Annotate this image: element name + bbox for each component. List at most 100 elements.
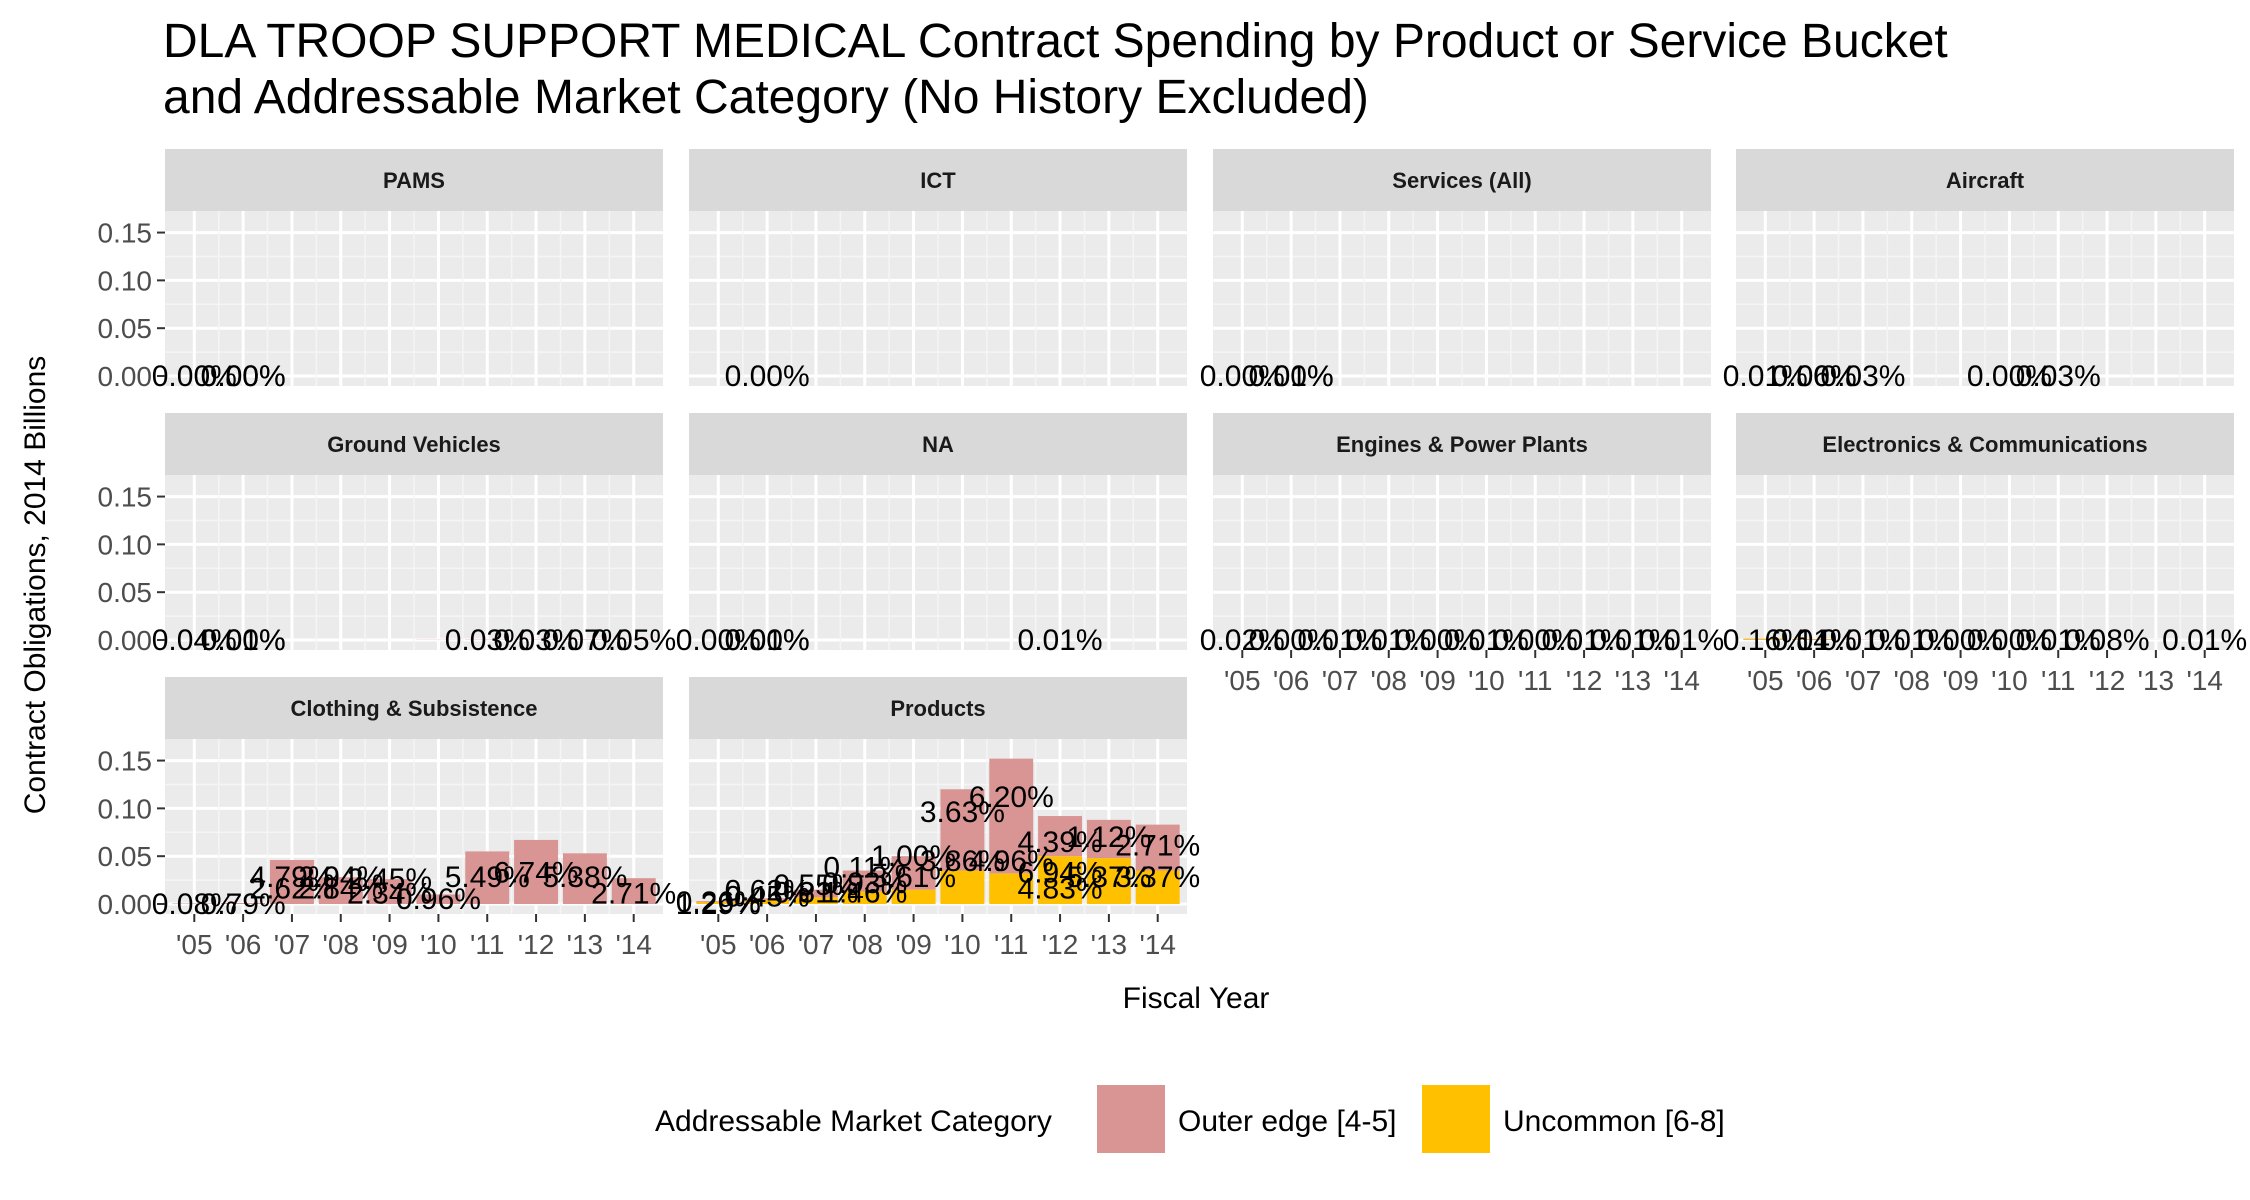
facet-title-na: NA [922, 432, 954, 457]
chart-title-line-2: and Addressable Market Category (No Hist… [163, 71, 1369, 124]
x-tick-label: '06 [749, 929, 786, 960]
y-tick-label: 0.00 [98, 625, 153, 656]
data-label: 4.83% [1018, 873, 1103, 906]
x-tick-label: '11 [470, 929, 504, 960]
data-label: 3.61% [871, 861, 956, 894]
data-label: 0.45% [725, 880, 810, 913]
data-label: 2.94% [298, 861, 383, 894]
bar-outer-edge [367, 879, 412, 904]
y-tick-label: 0.10 [98, 529, 153, 560]
bar-outer-edge [221, 903, 266, 904]
facet-strip-services-all [1213, 149, 1711, 211]
data-label: 0.00% [725, 624, 810, 657]
data-label: 5.37% [1066, 861, 1151, 894]
y-tick-label: 0.00 [98, 361, 153, 392]
facet-strip-ict [689, 149, 1187, 211]
facet-title-ict: ICT [920, 168, 956, 193]
x-tick-label: '10 [944, 929, 981, 960]
x-tick-label: '14 [1139, 929, 1176, 960]
bar-outer-edge [465, 851, 510, 904]
x-tick-label: '10 [420, 929, 457, 960]
facet-title-clothing-subsistence: Clothing & Subsistence [291, 696, 538, 721]
data-label: 6.20% [969, 781, 1054, 814]
x-tick-label: '05 [1224, 665, 1261, 696]
data-label: 0.01% [1018, 624, 1103, 657]
legend-swatch-outer-edge [1097, 1085, 1165, 1153]
bar-outer-edge [696, 901, 741, 903]
y-tick-label: 0.15 [98, 482, 153, 513]
x-tick-label: '05 [176, 929, 213, 960]
legend-title: Addressable Market Category [655, 1105, 1052, 1138]
data-label: 0.03% [445, 624, 530, 657]
facet-strip-clothing-subsistence [165, 677, 663, 739]
x-tick-label: '13 [1615, 665, 1652, 696]
x-tick-label: '13 [567, 929, 604, 960]
data-label: 0.00% [1967, 360, 2052, 393]
data-label: 4.79% [249, 861, 334, 894]
x-tick-label: '12 [518, 929, 555, 960]
chart-title-line-1: DLA TROOP SUPPORT MEDICAL Contract Spend… [163, 15, 1948, 68]
bar-outer-edge [842, 870, 887, 892]
data-label: 4.39% [1018, 826, 1103, 859]
x-tick-label: '12 [1042, 929, 1079, 960]
data-label: 0.00% [201, 624, 286, 657]
bar-uncommon [1135, 870, 1180, 904]
data-label: 0.00% [1200, 360, 1285, 393]
x-tick-label: '08 [323, 929, 360, 960]
bar-uncommon [1792, 639, 1837, 640]
bar-outer-edge [269, 860, 314, 904]
facet-strip-pams [165, 149, 663, 211]
data-label: 2.71% [1115, 830, 1200, 863]
facet-strip-engines-power-plants [1213, 413, 1711, 475]
y-axis-title: Contract Obligations, 2014 Billions [19, 356, 52, 815]
data-label: 0.03% [2016, 360, 2101, 393]
y-tick-label: 0.15 [98, 218, 153, 249]
facet-title-electronics-communications: Electronics & Communications [1822, 432, 2147, 457]
x-tick-label: '08 [1894, 665, 1931, 696]
bar-outer-edge [416, 894, 461, 904]
data-label: 0.11% [823, 852, 906, 885]
data-label: 3.86% [920, 845, 1005, 878]
data-label: 4.96% [969, 845, 1054, 878]
data-label: 0.05% [591, 624, 676, 657]
x-tick-label: '10 [1468, 665, 1505, 696]
facet-strip-products [689, 677, 1187, 739]
facet-title-services-all: Services (All) [1392, 168, 1531, 193]
bar-outer-edge [611, 878, 656, 904]
data-label: 0.01% [1249, 360, 1334, 393]
data-label: 6.74% [494, 856, 579, 889]
x-tick-label: '12 [2089, 665, 2126, 696]
data-label: 0.01% [725, 624, 810, 657]
legend-label-outer-edge: Outer edge [4-5] [1178, 1105, 1396, 1138]
bar-outer-edge [514, 839, 559, 904]
facet-strip-na [689, 413, 1187, 475]
x-tick-label: '05 [700, 929, 737, 960]
facet-title-engines-power-plants: Engines & Power Plants [1336, 432, 1588, 457]
data-label: 0.01% [1723, 360, 1808, 393]
bar-outer-edge [989, 758, 1034, 874]
data-label: 0.07% [542, 624, 627, 657]
data-label: 0.26% [676, 886, 761, 919]
bar-outer-edge [891, 856, 936, 890]
x-tick-label: '12 [1566, 665, 1603, 696]
x-tick-label: '11 [2041, 665, 2075, 696]
bar-uncommon [745, 900, 790, 904]
x-tick-label: '14 [2186, 665, 2223, 696]
x-tick-label: '08 [1371, 665, 1408, 696]
data-label: 3.63% [920, 796, 1005, 829]
y-tick-label: 0.10 [98, 265, 153, 296]
data-label: 0.00% [676, 624, 761, 657]
data-label: 0.00% [201, 360, 286, 393]
x-tick-label: '09 [371, 929, 408, 960]
facet-title-ground-vehicles: Ground Vehicles [327, 432, 501, 457]
x-tick-label: '09 [1419, 665, 1456, 696]
facet-strip-electronics-communications [1736, 413, 2234, 475]
bar-outer-edge [562, 853, 607, 904]
bar-uncommon [1038, 856, 1083, 904]
bar-outer-edge [940, 789, 985, 871]
bar-outer-edge [318, 877, 363, 904]
bar-uncommon [842, 891, 887, 904]
facet-strip-aircraft [1736, 149, 2234, 211]
data-label: 0.01% [201, 624, 286, 657]
x-tick-label: '07 [1322, 665, 1359, 696]
